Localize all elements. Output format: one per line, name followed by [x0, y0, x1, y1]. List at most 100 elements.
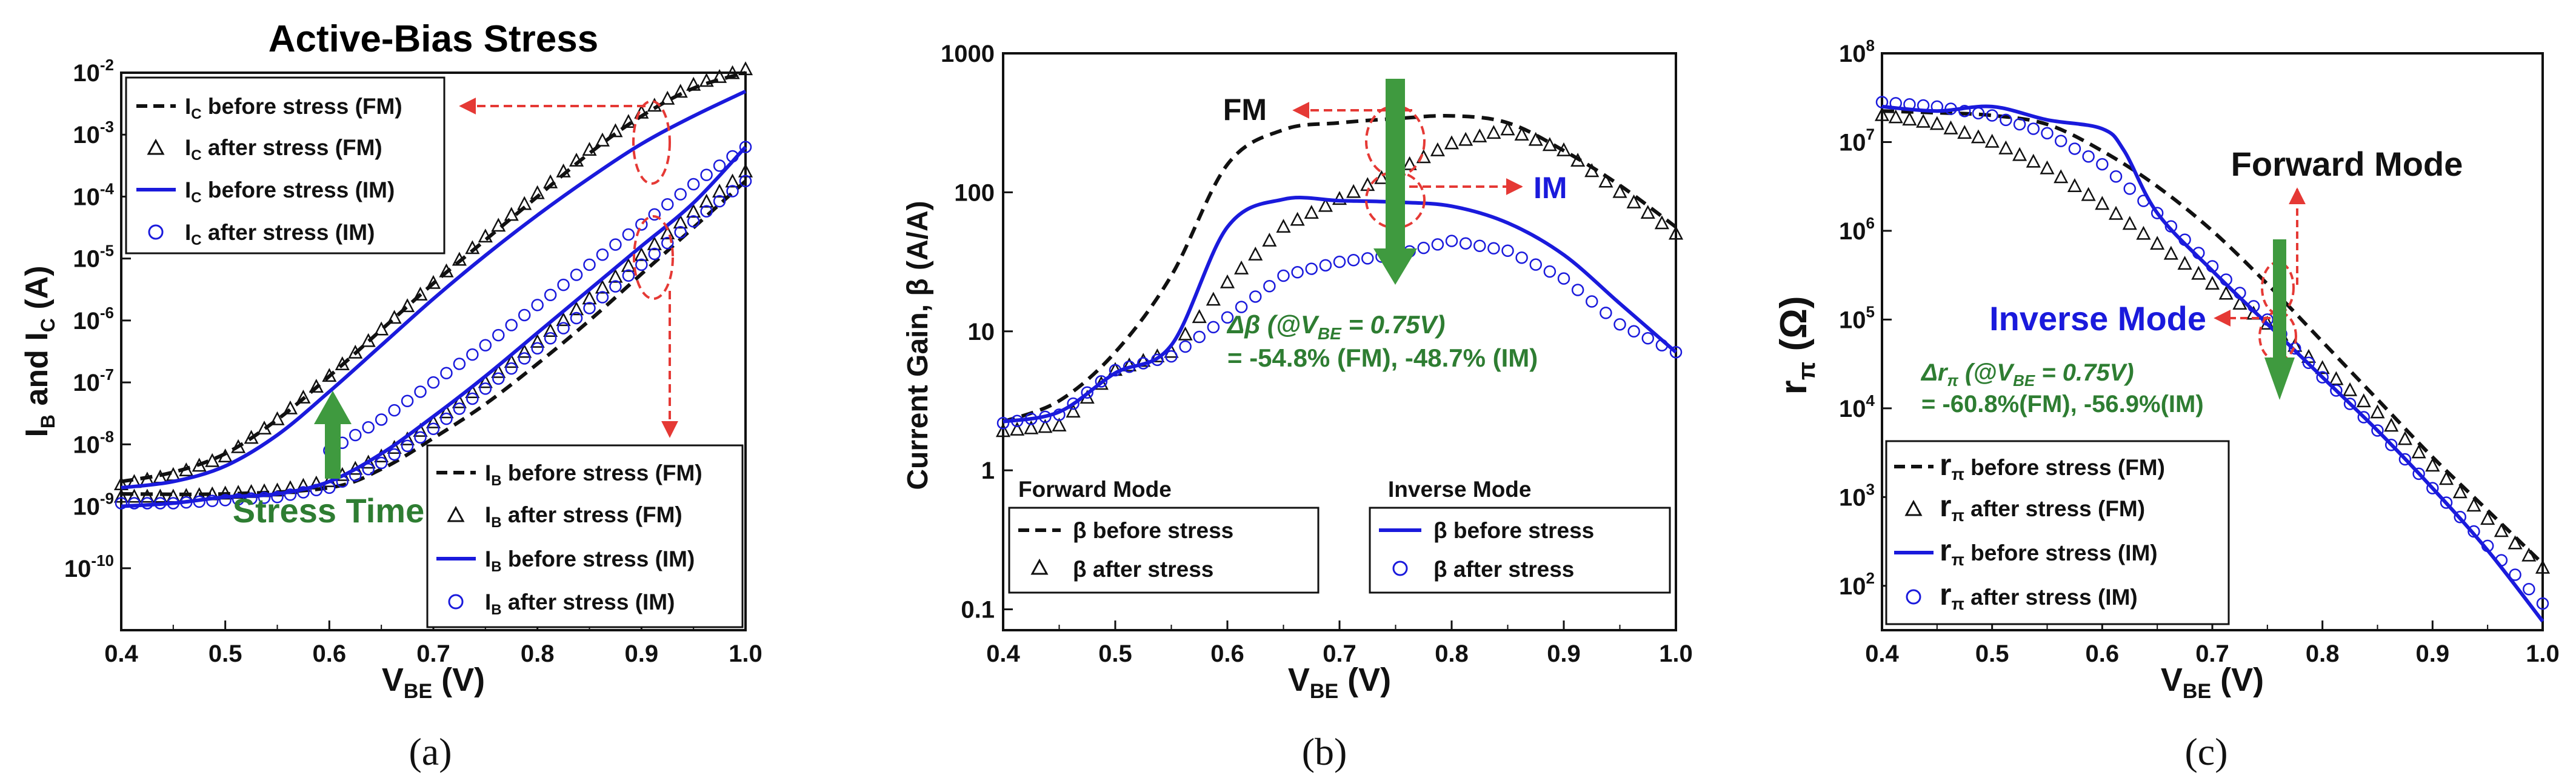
circle-marker: [336, 475, 349, 488]
y-tick-label: 107: [1839, 125, 1875, 156]
triangle-marker: [439, 263, 454, 278]
triangle-marker: [634, 247, 649, 261]
circle-marker: [1179, 340, 1192, 353]
triangle-marker: [712, 68, 727, 83]
legend-box: [1885, 440, 2230, 625]
triangle-marker: [543, 174, 558, 188]
triangle-marker: [2466, 497, 2481, 512]
circle-marker: [1053, 408, 1066, 421]
panel-a-legend-bottom: IB before stress (FM) IB after stress (F…: [426, 444, 744, 628]
series-line: [1881, 109, 2544, 565]
circle-marker: [674, 188, 687, 201]
circle-marker: [2054, 135, 2067, 147]
triangle-marker: [1024, 420, 1039, 434]
circle-marker: [700, 168, 713, 181]
triangle-marker: [2191, 265, 2206, 280]
triangle-marker: [2329, 371, 2344, 385]
circle-marker: [2357, 411, 2371, 424]
triangle-marker: [621, 258, 636, 272]
legend-box: [125, 76, 445, 254]
circle-marker: [713, 195, 726, 208]
panel-b-x-ticks: 0.4 0.5 0.6 0.7 0.8 0.9 1.0: [986, 620, 1693, 667]
triangle-marker: [361, 333, 376, 347]
circle-marker: [1417, 241, 1430, 254]
triangle-marker: [1612, 184, 1627, 198]
circle-marker: [1669, 345, 1683, 359]
y-tick-label: 108: [1839, 36, 1875, 67]
legend-entry-ib-after-fm: IB after stress (FM): [485, 502, 682, 531]
triangle-marker: [556, 163, 571, 178]
triangle-marker: [256, 421, 272, 435]
triangle-marker: [699, 73, 714, 87]
circle-marker: [297, 486, 310, 499]
circle-marker: [375, 456, 388, 470]
circle-marker: [193, 495, 205, 508]
triangle-marker: [1984, 133, 2000, 148]
triangle-marker: [2177, 256, 2192, 270]
triangle-marker: [1290, 211, 1305, 226]
triangle-marker: [2411, 444, 2426, 459]
triangle-marker: [738, 61, 753, 76]
x-tick-label: 0.8: [2306, 640, 2340, 667]
triangle-marker: [1402, 156, 1417, 170]
circle-marker: [1944, 102, 1957, 115]
y-tick-label: 10-10: [64, 551, 114, 582]
triangle-marker: [1304, 205, 1319, 219]
triangle-marker: [1916, 113, 1931, 128]
triangle-marker: [608, 123, 623, 138]
circle-marker: [479, 382, 492, 395]
triangle-marker: [582, 290, 597, 305]
series-line: [121, 89, 747, 490]
triangle-marker: [569, 152, 584, 167]
circle-marker: [661, 198, 674, 211]
panel-c-y-axis-label: rπ (Ω): [1773, 296, 1820, 395]
circle-marker: [531, 299, 544, 311]
legend-box: [426, 444, 744, 628]
circle-marker: [362, 421, 375, 434]
panel-b-x-axis-label: VBE (V): [1288, 662, 1391, 703]
circle-marker: [1067, 397, 1079, 410]
triangle-marker: [413, 287, 428, 301]
x-tick-label: 1.0: [729, 640, 762, 667]
triangle-marker: [1038, 419, 1053, 433]
triangle-marker: [673, 215, 688, 229]
panel-b-annotations: FM IM Δβ (@VBE = 0.75V) = -54.8% (FM), -…: [1223, 79, 1567, 372]
circle-marker: [1249, 290, 1262, 303]
panel-a-legend-top: IC before stress (FM) IC after stress (F…: [125, 76, 445, 254]
circle-marker: [570, 268, 583, 281]
triangle-marker: [556, 312, 571, 327]
circle-marker: [1095, 375, 1108, 388]
legend-swatch-fm-tri: [147, 138, 165, 155]
circle-marker: [1193, 330, 1206, 344]
y-tick-label: 102: [1839, 569, 1875, 600]
legend-entry-beta-before-im: β before stress: [1433, 518, 1594, 543]
panel-c-chart: 102 103 104 105 106 107 108 0.4 0.5 0.6 0.7 0.8 0.9…: [1773, 36, 2560, 773]
circle-marker: [1459, 237, 1472, 250]
circle-marker: [2178, 233, 2191, 246]
triangle-marker: [2122, 216, 2137, 230]
x-tick-label: 0.4: [986, 640, 1020, 667]
triangle-marker: [2136, 225, 2151, 240]
x-tick-label: 0.7: [2195, 640, 2229, 667]
circle-marker: [635, 258, 648, 271]
circle-marker: [2468, 525, 2480, 538]
circle-marker: [2151, 207, 2164, 219]
triangle-marker: [1542, 137, 1557, 151]
triangle-marker: [1178, 326, 1193, 341]
x-tick-label: 1.0: [2526, 640, 2560, 667]
circle-marker: [258, 491, 271, 504]
triangle-marker: [595, 279, 610, 294]
triangle-marker: [127, 488, 142, 503]
delta-beta-annotation-line1: Δβ (@VBE = 0.75V): [1226, 310, 1445, 343]
circle-marker: [141, 497, 154, 510]
circle-marker: [1600, 307, 1612, 319]
legend-entry-ib-before-fm: IB before stress (FM): [485, 461, 702, 489]
circle-marker: [2068, 142, 2081, 155]
triangle-marker: [1052, 417, 1067, 432]
triangle-marker: [1514, 127, 1529, 141]
circle-marker: [2316, 371, 2329, 384]
circle-marker: [440, 367, 453, 380]
circle-marker: [492, 328, 505, 342]
triangle-marker: [2163, 245, 2178, 260]
circle-marker: [1903, 98, 1916, 111]
